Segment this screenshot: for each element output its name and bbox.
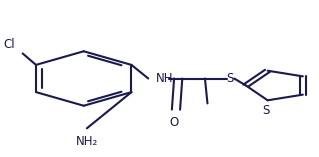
Text: Cl: Cl [3, 38, 15, 51]
Text: S: S [263, 104, 270, 117]
Text: O: O [170, 116, 179, 129]
Text: NH: NH [156, 72, 173, 85]
Text: S: S [226, 72, 234, 85]
Text: NH₂: NH₂ [76, 135, 98, 148]
